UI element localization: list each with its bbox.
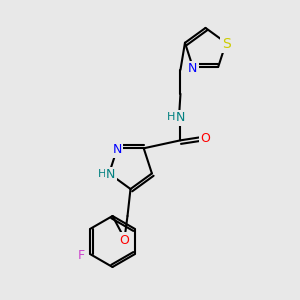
Text: N: N [112, 143, 122, 156]
Text: H: H [98, 169, 106, 179]
Text: N: N [188, 62, 197, 75]
Text: H: H [167, 112, 175, 122]
Text: N: N [176, 111, 185, 124]
Text: O: O [200, 132, 210, 145]
Text: N: N [106, 169, 115, 182]
Text: F: F [78, 249, 85, 262]
Text: S: S [222, 37, 230, 51]
Text: O: O [120, 233, 129, 247]
